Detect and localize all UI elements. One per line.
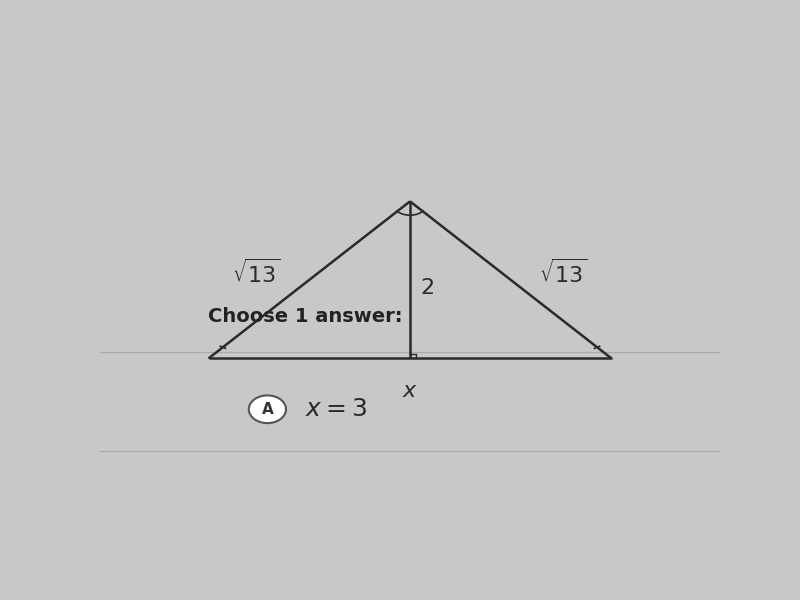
- Text: $x$: $x$: [402, 381, 418, 401]
- Text: 2: 2: [420, 278, 434, 298]
- Text: $\sqrt{13}$: $\sqrt{13}$: [232, 259, 281, 287]
- Text: A: A: [262, 402, 274, 417]
- Circle shape: [249, 395, 286, 423]
- Text: Choose 1 answer:: Choose 1 answer:: [209, 307, 403, 326]
- Text: $x = 3$: $x = 3$: [305, 397, 366, 421]
- Text: $\sqrt{13}$: $\sqrt{13}$: [539, 259, 588, 287]
